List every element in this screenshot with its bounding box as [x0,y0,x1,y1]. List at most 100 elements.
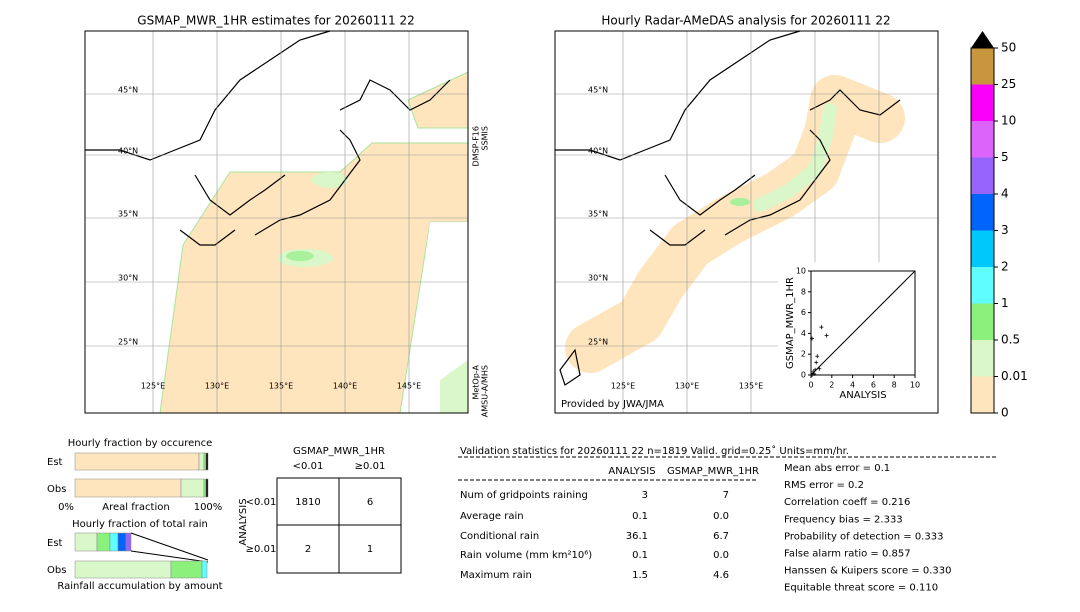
colorbar-extend [971,31,994,48]
scatter-point [811,369,816,374]
scatter-point [815,354,820,359]
label: Hourly fraction by occurence [68,438,212,449]
label: DMSP-F16 [472,126,481,166]
label: 2 [829,381,834,390]
scatter-point [813,367,818,372]
label: 140°E [333,382,357,391]
label: 145°E [397,382,421,391]
label: GSMAP_MWR_1HR [785,277,796,369]
label: 36.1 [626,531,648,542]
label: <0.01 [246,497,277,508]
label: Num of gridpoints raining [460,490,588,501]
fraction-bar [74,478,182,498]
label: Probability of detection = 0.333 [784,531,943,542]
scatter-point [817,366,822,371]
colorbar-segment [971,84,994,121]
label: 0.5 [1001,333,1020,347]
label: 7 [723,490,729,501]
scatter-point [812,371,817,376]
label: 8 [892,381,897,390]
label: 2 [1001,260,1009,274]
label: 45°N [588,86,608,95]
label: ANALYSIS [608,466,655,477]
label: Obs [47,565,66,576]
label: 125°E [141,382,165,391]
colorbar-segment [971,340,994,377]
label: 1 [367,544,373,555]
fraction-bar [180,478,205,498]
colorbar-segment [971,157,994,194]
scatter-point [810,373,815,377]
label: Mean abs error = 0.1 [784,463,890,474]
fraction-bar [203,478,207,498]
fraction-bar [203,452,207,471]
label: 0.1 [632,550,648,561]
label: ≥0.01 [355,461,386,472]
label: Rain volume (mm km²10⁶) [460,550,592,561]
label: 0.01 [1001,369,1028,383]
label: False alarm ratio = 0.857 [784,549,911,560]
label: GSMAP_MWR_1HR [667,466,759,477]
label: 40°N [588,147,608,156]
label: 35°N [588,210,608,219]
label: SSMIS [481,126,490,151]
rain-patch [312,172,348,188]
label: 0 [801,371,806,380]
colorbar-segment [971,121,994,158]
label: 1810 [295,497,320,508]
label: ANALYSIS [839,390,886,401]
label: 25°N [588,338,608,347]
left-map [84,30,469,414]
scatter-point [810,336,815,341]
label: 40°N [118,147,138,156]
label: 130°E [205,382,229,391]
fraction-bar [117,532,127,552]
label: Hourly fraction of total rain [72,519,208,530]
label: AMSU-A/MHS [481,365,490,417]
label: 4 [850,381,855,390]
label: Hanssen & Kuipers score = 0.330 [784,566,951,577]
label: 135°E [269,382,293,391]
label: 10 [1001,114,1016,128]
fraction-bar [201,560,208,579]
label: Est [47,538,63,549]
label: 30°N [588,274,608,283]
label: ANALYSIS [238,498,249,545]
label: RMS error = 0.2 [784,480,864,491]
label: Validation statistics for 20260111 22 n=… [460,445,849,457]
diagonal [810,270,916,376]
label: 5 [1001,150,1009,164]
label: 0.0 [713,511,729,522]
label: Correlation coeff = 0.216 [784,497,910,508]
label: 3 [1001,223,1009,237]
rain-patch [730,198,750,206]
rain-patch [286,251,314,261]
scatter-point [814,360,819,365]
label: MetOp-A [472,364,481,399]
fraction-bar [170,560,203,579]
colorbar-segment [971,230,994,267]
fraction-bar [74,532,98,552]
label: 25°N [118,338,138,347]
label: GSMAP_MWR_1HR estimates for 20260111 22 [137,14,414,28]
grid [85,31,468,413]
label: 6.7 [713,531,729,542]
colorbar-segment [971,194,994,231]
label: 45°N [118,86,138,95]
label: 4 [1001,187,1009,201]
label: 30°N [118,274,138,283]
label: 10 [796,267,806,276]
fraction-bar [125,532,132,552]
label: 6 [801,308,806,317]
label: ≥0.01 [246,544,277,555]
colorbar-segment [971,267,994,304]
rain-patch [440,360,468,413]
label: 0 [1001,406,1009,420]
fraction-bar [74,452,200,471]
label: 0% [58,502,74,513]
coastline [555,30,901,386]
label: 0.0 [713,550,729,561]
label: 135°E [739,382,763,391]
